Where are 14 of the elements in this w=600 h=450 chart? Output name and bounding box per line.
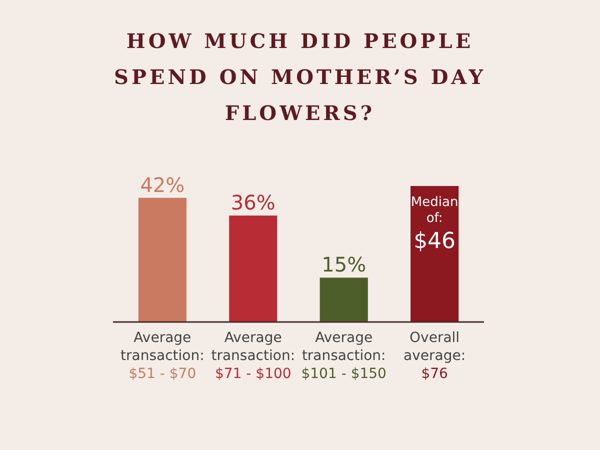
bar	[138, 198, 186, 322]
x-tick-label: Average transaction: $51 - $70	[120, 330, 204, 382]
data-label: $46	[414, 229, 456, 254]
chart-title: HOW MUCH DID PEOPLE SPEND ON MOTHER’S DAY FLOWERS?	[114, 29, 486, 125]
x-tick-label: Average transaction: $101 - $150	[301, 330, 386, 382]
data-label: 36%	[230, 190, 276, 215]
bar	[320, 278, 368, 322]
x-tick-label: Overall average: $76	[404, 330, 466, 382]
bar	[229, 216, 278, 322]
annotation: Median of:	[410, 195, 458, 226]
data-label: 15%	[322, 252, 366, 277]
x-tick-label: Average transaction: $71 - $100	[211, 330, 296, 382]
data-label: 42%	[140, 172, 185, 197]
bar	[410, 186, 459, 322]
